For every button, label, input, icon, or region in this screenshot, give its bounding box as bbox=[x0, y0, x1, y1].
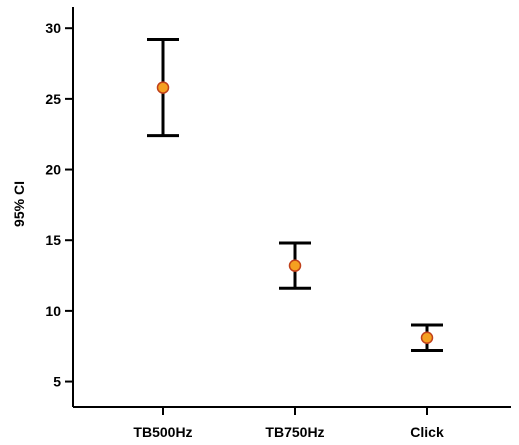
y-tick-label: 10 bbox=[45, 303, 61, 319]
x-tick-label: TB500Hz bbox=[133, 424, 192, 440]
x-tick-label: Click bbox=[410, 424, 444, 440]
y-tick-label: 15 bbox=[45, 232, 61, 248]
axes bbox=[72, 7, 511, 408]
error-bars bbox=[147, 38, 443, 352]
y-tick-label: 5 bbox=[53, 374, 61, 390]
x-tick-label: TB750Hz bbox=[265, 424, 324, 440]
mean-marker bbox=[156, 81, 170, 94]
y-tick-label: 20 bbox=[45, 162, 61, 178]
mean-marker bbox=[420, 331, 434, 344]
y-axis-title: 95% CI bbox=[11, 181, 27, 227]
y-tick-label: 30 bbox=[45, 20, 61, 36]
x-ticks: TB500Hz TB750Hz Click bbox=[133, 407, 444, 440]
y-ticks: 5 10 15 20 25 30 bbox=[45, 20, 73, 390]
y-tick-label: 25 bbox=[45, 91, 61, 107]
mean-marker bbox=[288, 259, 302, 272]
